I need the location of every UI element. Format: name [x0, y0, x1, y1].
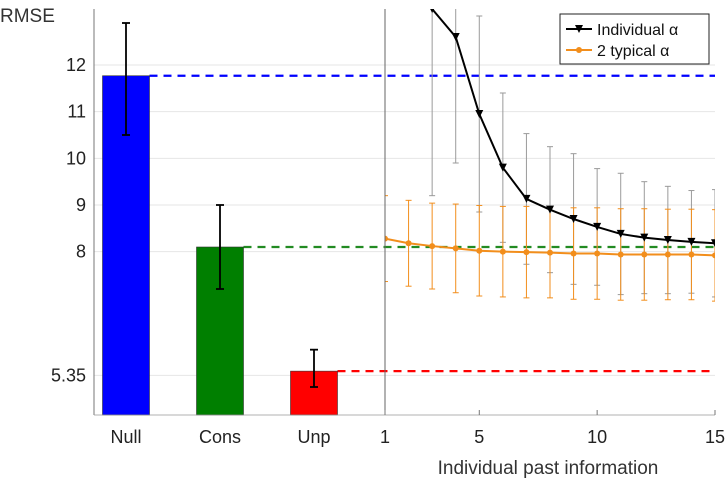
- legend: Individual α 2 typical α: [559, 13, 710, 65]
- series-point: [522, 194, 531, 203]
- series-point: [429, 243, 436, 250]
- y-tick-label: 11: [67, 102, 86, 122]
- series-point: [547, 249, 553, 256]
- series-point: [712, 252, 715, 259]
- x-category-label: Null: [110, 427, 141, 447]
- x-category-label: Unp: [297, 427, 330, 447]
- x-tick-label: 1: [380, 427, 390, 447]
- series-point: [641, 251, 648, 258]
- grid: [94, 64, 715, 376]
- x-axis-label: Individual past information: [438, 458, 659, 479]
- y-tick-label: 5.35: [51, 365, 86, 385]
- series-point: [385, 235, 388, 242]
- series-point: [569, 215, 578, 223]
- series-point: [687, 237, 696, 246]
- y-tick-label: 10: [66, 148, 86, 168]
- series-point: [640, 233, 649, 242]
- legend-box: [559, 13, 710, 65]
- series-point: [664, 251, 671, 258]
- bars: [102, 22, 338, 416]
- series-point: [593, 222, 602, 231]
- series-point: [476, 247, 483, 254]
- series-point: [594, 250, 601, 257]
- legend-marker: [575, 25, 583, 33]
- x-tick-label: 15: [705, 427, 725, 447]
- series-point: [498, 163, 507, 172]
- series-point: [452, 245, 459, 252]
- series-point: [688, 251, 695, 258]
- x-tick-label: 5: [474, 427, 484, 447]
- series-point: [616, 229, 625, 238]
- y-tick-label: 9: [76, 195, 86, 215]
- series-point: [617, 251, 624, 258]
- x-category-label: Cons: [199, 427, 241, 447]
- series-point: [570, 250, 577, 257]
- series-point: [711, 239, 715, 248]
- series-point: [451, 33, 460, 41]
- line-series: [385, 9, 715, 302]
- series-point: [523, 249, 530, 256]
- y-tick-label: 12: [66, 55, 86, 75]
- legend-marker: [576, 47, 582, 53]
- series-point: [475, 110, 484, 118]
- series-point: [546, 205, 554, 214]
- x-tick-label: 10: [587, 427, 607, 447]
- legend-label: Individual α: [597, 22, 678, 39]
- y-tick-label: 8: [76, 242, 86, 262]
- series-point: [405, 240, 412, 247]
- series-point: [663, 236, 672, 244]
- series-point: [499, 248, 506, 255]
- series-point: [430, 9, 435, 13]
- legend-label: 2 typical α: [597, 43, 669, 60]
- y-axis-label: RMSE: [0, 6, 55, 27]
